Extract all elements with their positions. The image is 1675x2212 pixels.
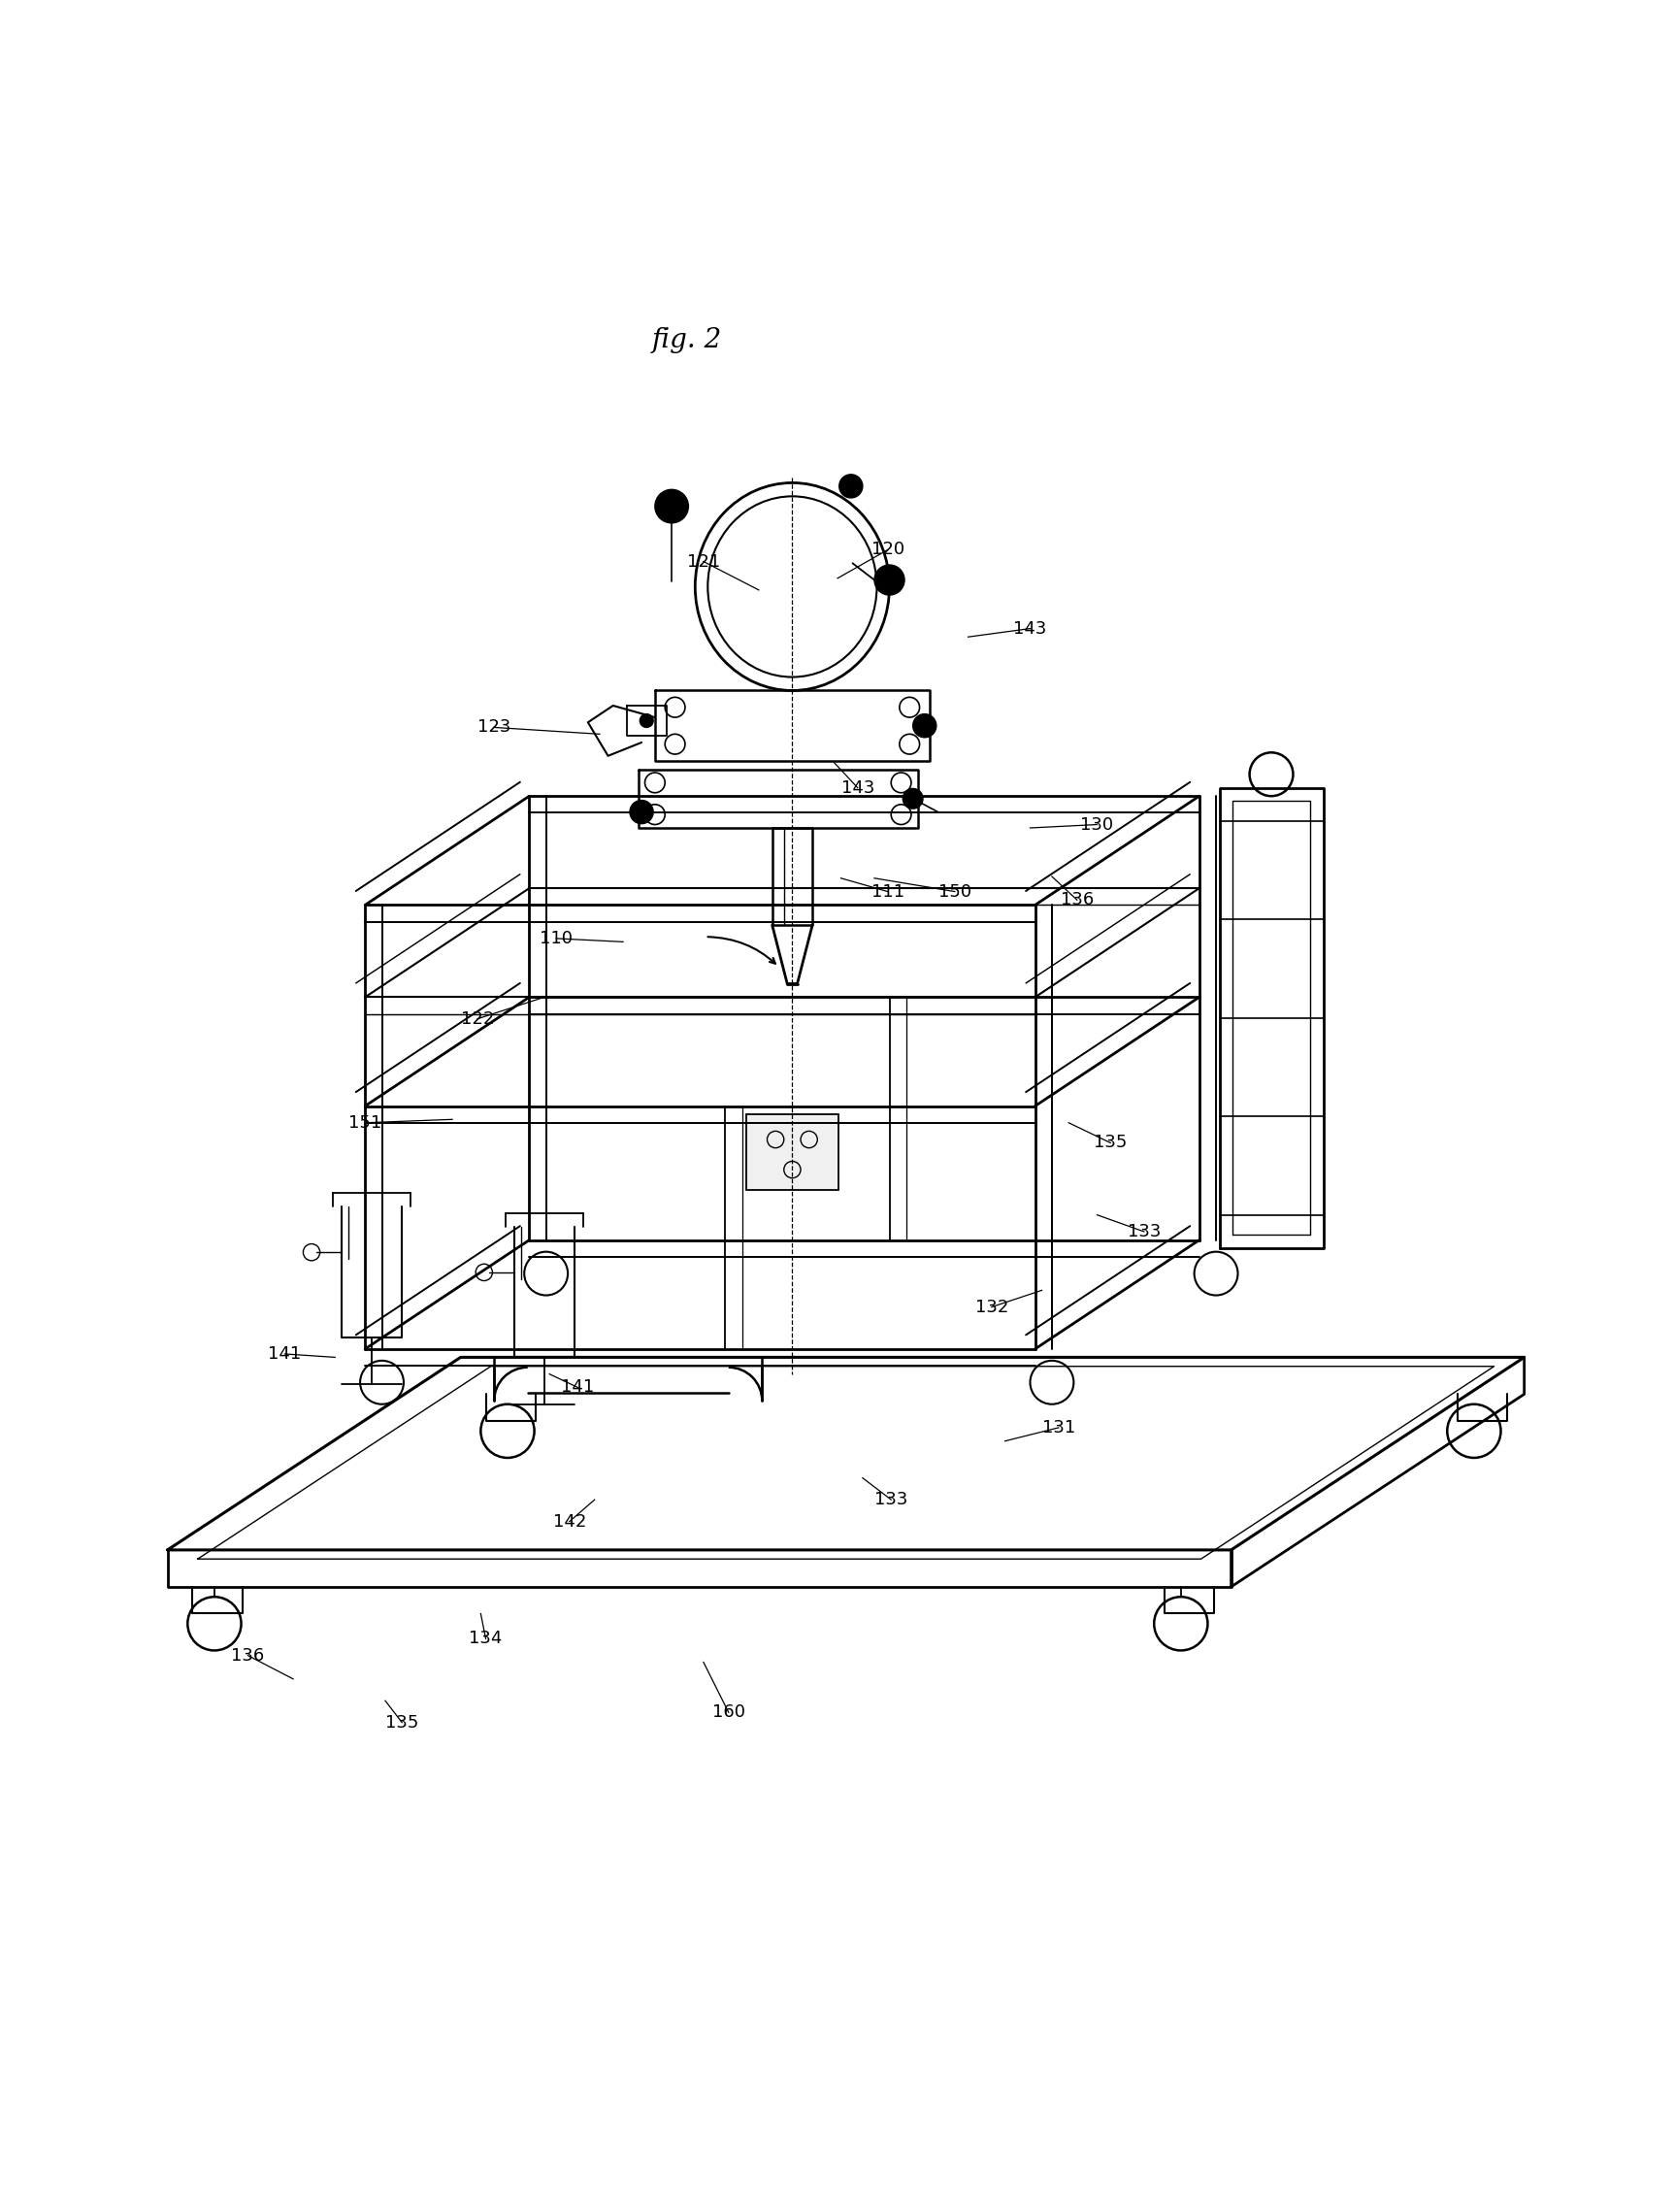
Text: 132: 132	[975, 1298, 1008, 1316]
Text: 135: 135	[1094, 1135, 1127, 1152]
Text: 142: 142	[553, 1513, 586, 1531]
Text: 110: 110	[539, 929, 573, 947]
Circle shape	[630, 801, 653, 823]
Text: 121: 121	[687, 553, 720, 571]
FancyBboxPatch shape	[745, 1115, 838, 1190]
Text: 150: 150	[938, 883, 971, 900]
Text: 133: 133	[1127, 1223, 1161, 1241]
Text: 160: 160	[712, 1703, 745, 1721]
Circle shape	[874, 564, 904, 595]
Circle shape	[839, 473, 863, 498]
Text: 130: 130	[1080, 816, 1114, 834]
Text: 143: 143	[1013, 619, 1047, 637]
Text: 131: 131	[1042, 1418, 1075, 1436]
Text: 120: 120	[871, 542, 904, 560]
Text: 141: 141	[268, 1345, 302, 1363]
Text: 122: 122	[461, 1011, 494, 1029]
Text: 143: 143	[841, 779, 874, 796]
Text: 111: 111	[871, 883, 904, 900]
Circle shape	[903, 787, 923, 810]
Circle shape	[640, 714, 653, 728]
Text: fig. 2: fig. 2	[652, 327, 722, 354]
Circle shape	[913, 714, 936, 737]
Text: 136: 136	[231, 1646, 265, 1663]
Text: 151: 151	[348, 1115, 382, 1133]
Text: 141: 141	[561, 1378, 595, 1396]
Text: 133: 133	[874, 1491, 908, 1509]
Circle shape	[655, 489, 688, 522]
Text: 134: 134	[469, 1630, 502, 1648]
Text: 136: 136	[1060, 891, 1094, 909]
Text: 123: 123	[477, 719, 511, 737]
Text: 135: 135	[385, 1714, 419, 1732]
